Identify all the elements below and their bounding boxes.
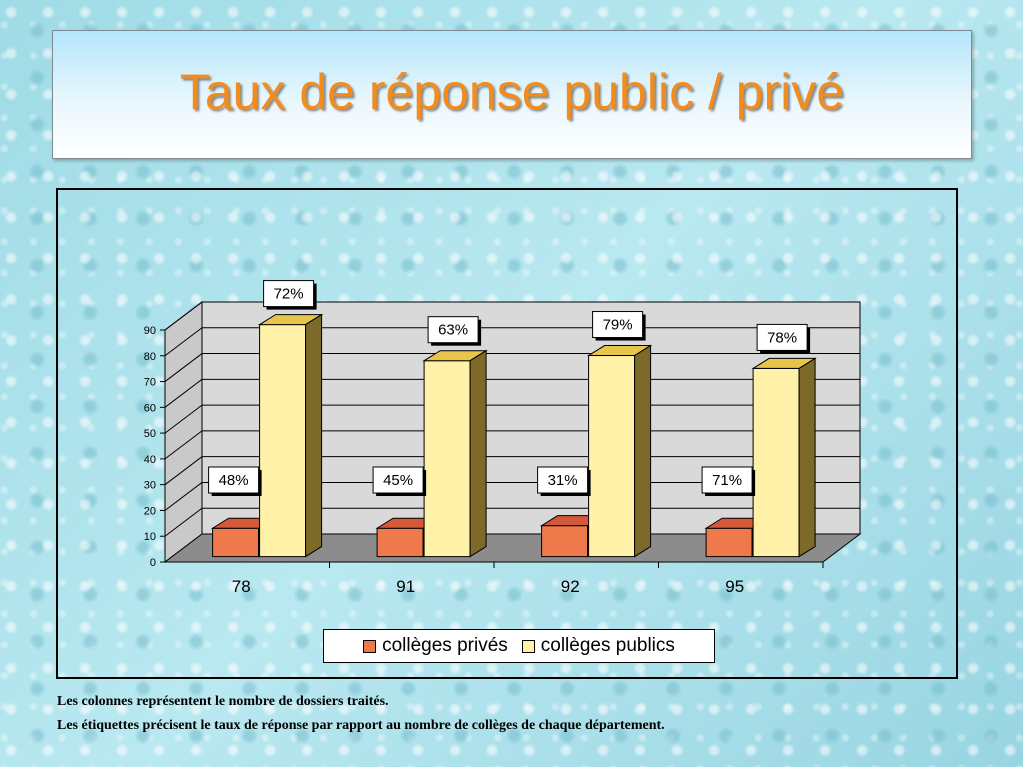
bar-publics-95	[752, 367, 800, 558]
y-tick-label: 90	[144, 325, 156, 337]
data-label-text: 45%	[383, 472, 413, 489]
data-label-text: 71%	[712, 472, 742, 489]
bar-publics-78	[259, 324, 307, 558]
page-title: Taux de réponse public / privé	[179, 64, 845, 120]
gridline	[164, 327, 203, 357]
data-label-text: 79%	[603, 317, 633, 334]
data-label-text: 72%	[274, 286, 304, 303]
data-label-box	[427, 316, 479, 344]
data-label-publics-92: 79%	[592, 311, 646, 341]
data-label-prives-91: 45%	[372, 466, 427, 496]
y-tick-label: 50	[144, 428, 156, 440]
x-tick-label: 92	[561, 577, 580, 596]
y-tick-label: 0	[150, 557, 156, 569]
data-label-prives-92: 31%	[537, 466, 591, 496]
gridline	[164, 430, 203, 460]
legend-swatch-prives	[363, 639, 377, 653]
gridline	[164, 404, 203, 434]
data-label-box	[701, 466, 753, 494]
data-label-text: 78%	[767, 329, 797, 346]
data-label-publics-95: 78%	[756, 323, 811, 354]
bar-chart: 0 10 20 30 40 50 60 70 80 90 78 91 92 95 48% 72% 45% 63%…	[144, 280, 862, 596]
bar-publics-92	[588, 355, 636, 558]
gridline	[164, 353, 203, 382]
y-tick-label: 30	[144, 480, 156, 492]
data-label-text: 48%	[219, 472, 249, 489]
gridline	[164, 507, 203, 537]
data-label-box	[756, 323, 808, 351]
y-tick-label: 70	[144, 377, 156, 389]
data-label-publics-91: 63%	[427, 316, 482, 346]
bar-side-publics-92	[634, 344, 652, 558]
legend-swatch-publics	[521, 639, 535, 653]
side-wall	[164, 300, 203, 564]
gridline	[164, 482, 203, 511]
data-label-prives-95: 71%	[701, 466, 756, 496]
bar-prives-91	[376, 527, 424, 558]
gridline	[164, 378, 203, 408]
y-tick-label: 60	[144, 402, 156, 414]
y-tick-label: 40	[144, 454, 156, 466]
x-tick-label: 91	[396, 577, 415, 596]
legend-label-prives: collèges privés	[382, 635, 508, 656]
data-label-box	[372, 466, 424, 494]
bar-side-publics-91	[469, 349, 487, 558]
chart-legend: collèges privés collèges publics	[323, 629, 715, 663]
footnote-1: Les colonnes représentent le nombre de d…	[57, 694, 389, 709]
y-tick-label: 20	[144, 505, 156, 517]
data-label-box	[208, 466, 260, 494]
y-tick-label: 10	[144, 531, 156, 543]
data-label-box	[537, 466, 589, 494]
gridline	[164, 301, 203, 331]
data-label-prives-78: 48%	[208, 466, 262, 496]
gridline	[164, 456, 203, 486]
data-label-publics-78: 72%	[263, 280, 317, 310]
data-label-box	[592, 311, 644, 339]
x-tick-label: 95	[725, 577, 744, 596]
chart-area: 0 10 20 30 40 50 60 70 80 90 78 91 92 95 48% 72% 45% 63%…	[56, 188, 958, 679]
legend-item-publics: collèges publics	[521, 635, 675, 657]
bar-prives-92	[541, 525, 589, 558]
data-label-box	[263, 280, 315, 308]
footnote-2: Les étiquettes précisent le taux de répo…	[57, 718, 665, 733]
bar-prives-95	[705, 527, 753, 558]
data-label-text: 31%	[548, 472, 578, 489]
bar-publics-91	[423, 360, 471, 558]
legend-item-prives: collèges privés	[363, 635, 508, 657]
title-box: Taux de réponse public / privé	[52, 30, 972, 159]
bar-side-publics-95	[798, 357, 816, 558]
bar-prives-78	[212, 527, 260, 558]
x-tick-label: 78	[232, 577, 251, 596]
y-tick-label: 80	[144, 351, 156, 363]
legend-label-publics: collèges publics	[540, 635, 675, 656]
bar-side-publics-78	[305, 313, 323, 558]
data-label-text: 63%	[438, 322, 468, 339]
footnotes: Les colonnes représentent le nombre de d…	[57, 694, 987, 742]
